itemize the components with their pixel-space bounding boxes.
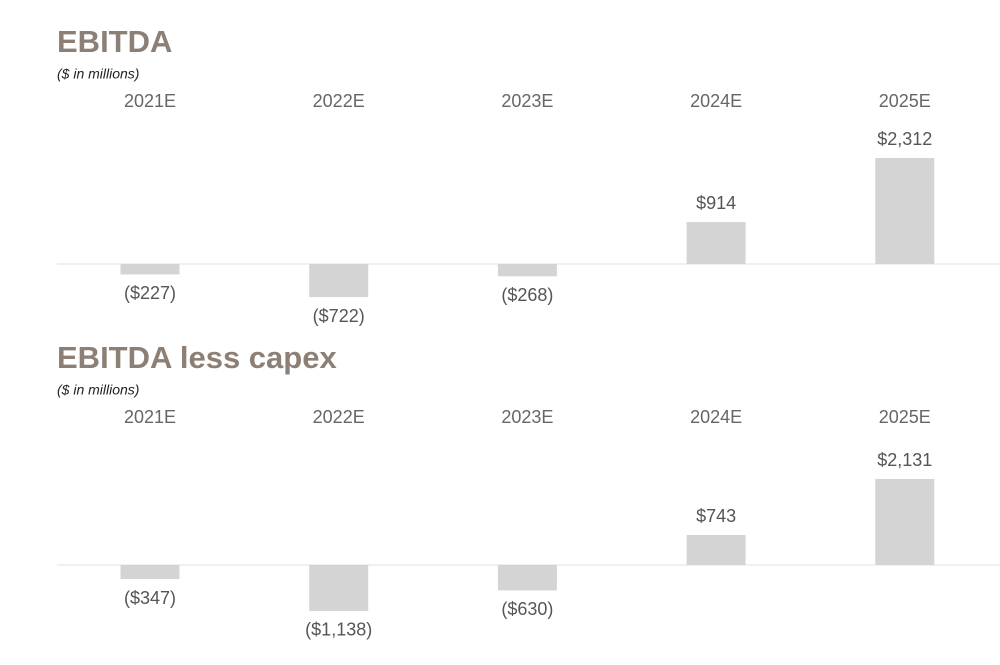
- bar: [309, 264, 369, 298]
- chart-subtitle: ($ in millions): [57, 66, 139, 82]
- value-label: ($227): [124, 283, 176, 303]
- category-label: 2022E: [313, 407, 365, 427]
- value-label: ($722): [313, 306, 365, 326]
- value-label: ($1,138): [305, 620, 372, 640]
- bar: [686, 535, 746, 565]
- category-label: 2023E: [501, 407, 553, 427]
- value-label: $2,131: [877, 450, 932, 470]
- bar: [686, 222, 746, 264]
- category-label: 2023E: [501, 91, 553, 111]
- category-label: 2024E: [690, 91, 742, 111]
- value-label: $914: [696, 193, 736, 213]
- value-label: ($630): [501, 599, 553, 619]
- category-label: 2025E: [879, 91, 931, 111]
- category-label: 2021E: [124, 407, 176, 427]
- bar: [497, 264, 557, 277]
- chart-subtitle: ($ in millions): [57, 382, 139, 398]
- category-label: 2021E: [124, 91, 176, 111]
- chart-title: EBITDA less capex: [57, 340, 337, 375]
- value-label: ($268): [501, 285, 553, 305]
- bar: [120, 264, 180, 275]
- bar: [497, 565, 557, 591]
- bar: [875, 479, 935, 565]
- bar: [875, 158, 935, 264]
- value-label: ($347): [124, 588, 176, 608]
- category-label: 2024E: [690, 407, 742, 427]
- category-label: 2025E: [879, 407, 931, 427]
- bar: [120, 565, 180, 580]
- chart-title: EBITDA: [57, 24, 172, 59]
- value-label: $2,312: [877, 129, 932, 149]
- value-label: $743: [696, 506, 736, 526]
- bar: [309, 565, 369, 611]
- category-label: 2022E: [313, 91, 365, 111]
